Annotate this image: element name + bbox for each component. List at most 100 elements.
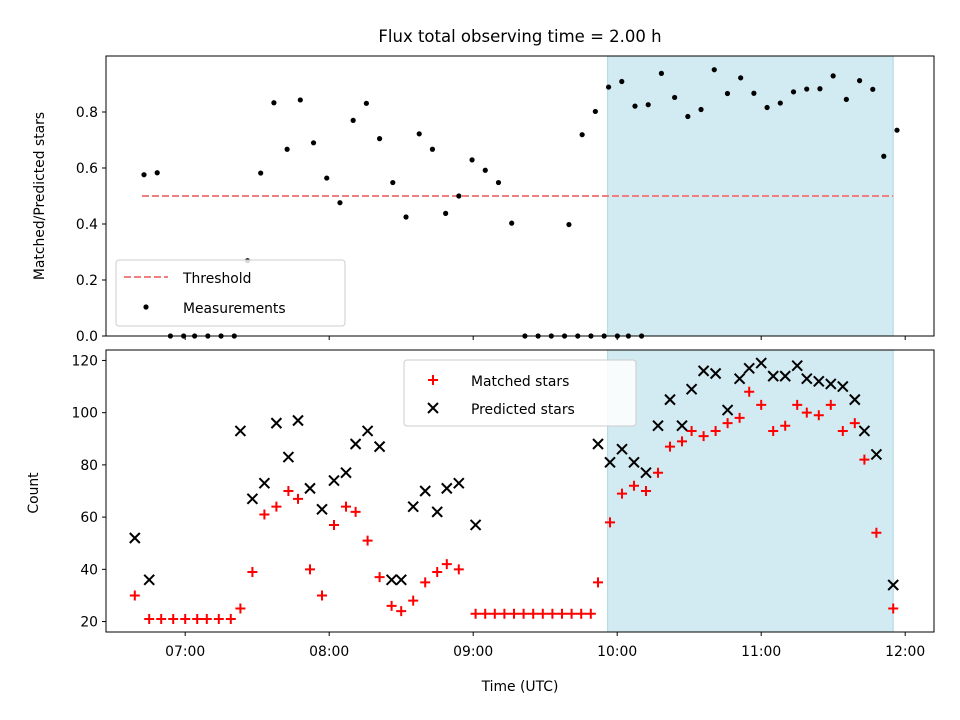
predicted-star-point bbox=[849, 393, 861, 406]
measurement-point bbox=[469, 157, 475, 163]
measurement-point bbox=[403, 214, 409, 220]
predicted-star-point bbox=[887, 579, 899, 591]
matched-star-point bbox=[617, 488, 627, 499]
ratio-panel: 0.00.20.40.60.8 Matched/Predicted stars … bbox=[32, 55, 935, 345]
predicted-star-point bbox=[870, 448, 883, 461]
matched-star-point bbox=[453, 564, 464, 575]
count-y-tick-label: 120 bbox=[71, 353, 98, 369]
matched-star-point bbox=[305, 564, 315, 575]
predicted-star-point bbox=[616, 443, 628, 455]
matched-star-point bbox=[792, 399, 803, 410]
x-tick-label: 07:00 bbox=[165, 644, 205, 660]
predicted-star-point bbox=[837, 380, 849, 393]
predicted-star-point bbox=[697, 365, 710, 377]
predicted-star-point bbox=[801, 373, 813, 385]
predicted-star-point bbox=[234, 425, 247, 437]
measurement-point bbox=[337, 200, 343, 206]
predicted-star-point bbox=[664, 393, 676, 406]
predicted-star-point bbox=[129, 532, 141, 544]
matched-star-point bbox=[408, 595, 419, 606]
matched-star-point bbox=[888, 603, 899, 614]
predicted-star-point bbox=[652, 420, 664, 432]
matched-star-point bbox=[362, 535, 373, 546]
count-legend: Matched stars Predicted stars bbox=[403, 359, 637, 427]
count-y-tick-label: 20 bbox=[80, 615, 98, 631]
matched-star-point bbox=[129, 590, 140, 601]
matched-star-point bbox=[686, 425, 697, 436]
matched-star-point bbox=[859, 454, 870, 465]
matched-legend-label: Matched stars bbox=[471, 374, 569, 390]
chart-title: Flux total observing time = 2.00 h bbox=[378, 27, 661, 46]
measurement-point bbox=[764, 104, 770, 111]
predicted-star-point bbox=[685, 383, 698, 395]
predicted-star-point bbox=[349, 438, 362, 450]
ratio-y-tick-label: 0.0 bbox=[76, 329, 98, 345]
matched-star-point bbox=[734, 412, 745, 423]
measurement-point bbox=[141, 172, 147, 178]
matched-star-point bbox=[213, 613, 224, 624]
matched-star-point bbox=[825, 399, 836, 410]
matched-star-point bbox=[744, 386, 755, 397]
matched-star-point bbox=[509, 608, 519, 619]
measurement-point bbox=[711, 67, 717, 73]
matched-star-point bbox=[201, 613, 212, 624]
measurement-point bbox=[284, 146, 290, 152]
measurement-point bbox=[592, 108, 598, 115]
measurements-legend-swatch bbox=[143, 304, 149, 310]
predicted-star-point bbox=[316, 503, 328, 515]
count-y-tick-label: 80 bbox=[80, 458, 98, 474]
measurement-point bbox=[738, 75, 744, 81]
ratio-axes-frame bbox=[105, 55, 935, 337]
predicted-star-point bbox=[282, 451, 295, 463]
measurement-point bbox=[509, 220, 515, 226]
count-y-tick-label: 100 bbox=[71, 406, 98, 422]
matched-star-point bbox=[576, 608, 587, 619]
measurement-point bbox=[258, 170, 264, 176]
matched-star-point bbox=[710, 425, 721, 436]
count-y-tick-label: 40 bbox=[80, 562, 98, 578]
predicted-star-point bbox=[858, 425, 871, 437]
x-tick-label: 12:00 bbox=[885, 644, 925, 660]
matched-star-point bbox=[813, 410, 824, 421]
measurement-point bbox=[579, 132, 585, 138]
ratio-legend-box bbox=[115, 259, 346, 327]
measurement-point bbox=[390, 179, 396, 186]
measurement-point bbox=[881, 153, 887, 159]
measurement-point bbox=[363, 100, 369, 106]
matched-star-point bbox=[641, 486, 651, 496]
predicted-star-point bbox=[604, 456, 616, 468]
measurement-point bbox=[856, 78, 863, 84]
matched-star-point bbox=[768, 425, 779, 436]
predicted-star-point bbox=[407, 500, 419, 513]
predicted-star-point bbox=[340, 467, 352, 479]
predicted-star-point bbox=[373, 440, 386, 453]
ratio-y-tick-label: 0.4 bbox=[76, 217, 98, 233]
measurement-point bbox=[605, 84, 612, 90]
measurement-point bbox=[310, 140, 317, 146]
measurement-point bbox=[870, 86, 876, 92]
predicted-legend-label: Predicted stars bbox=[471, 402, 575, 418]
predicted-star-point bbox=[431, 506, 443, 518]
matched-star-point bbox=[293, 493, 303, 504]
measurement-point bbox=[685, 113, 691, 120]
measurement-point bbox=[154, 170, 160, 176]
matched-star-point bbox=[605, 517, 615, 528]
matched-star-point bbox=[480, 608, 491, 619]
matched-star-point bbox=[528, 608, 539, 619]
predicted-star-point bbox=[385, 574, 398, 586]
matched-star-point bbox=[489, 608, 500, 619]
ratio-y-tick-label: 0.2 bbox=[76, 273, 98, 289]
ratio-highlight-span bbox=[607, 55, 894, 337]
predicted-star-point bbox=[246, 493, 259, 505]
predicted-star-point bbox=[825, 378, 837, 390]
ratio-legend: Threshold Measurements bbox=[115, 259, 346, 327]
matched-star-point bbox=[317, 590, 327, 601]
ratio-y-axis-label: Matched/Predicted stars bbox=[32, 112, 48, 280]
matched-legend-swatch bbox=[428, 375, 438, 385]
matched-star-point bbox=[271, 501, 282, 512]
measurement-point bbox=[324, 175, 330, 181]
predicted-star-point bbox=[419, 485, 431, 497]
matched-star-point bbox=[837, 425, 848, 436]
measurement-point bbox=[443, 210, 449, 216]
